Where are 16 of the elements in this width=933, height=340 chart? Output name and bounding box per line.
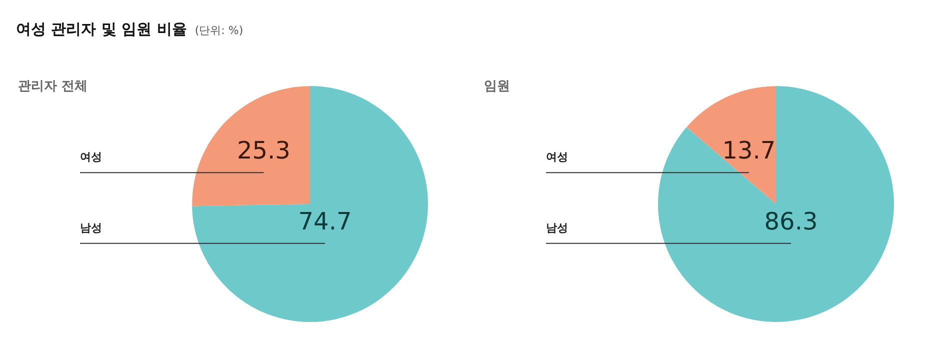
pie-slice <box>686 86 776 204</box>
pie-slice <box>658 86 894 322</box>
slice-label: 여성 <box>546 150 568 164</box>
chart-subtitle: (단위: %) <box>194 24 244 37</box>
pie-slice <box>192 86 428 322</box>
pie-slice <box>192 86 310 206</box>
data-label: 74.7 <box>298 207 352 236</box>
slice-label: 남성 <box>546 221 568 234</box>
data-label: 25.3 <box>237 136 290 165</box>
slice-label: 여성 <box>80 150 102 164</box>
slice-label: 남성 <box>80 221 102 234</box>
text: 관리자 전체 <box>18 79 88 94</box>
chart-title: 여성 관리자 및 임원 비율 <box>16 20 187 38</box>
data-label: 13.7 <box>722 136 776 165</box>
chart-title: 임원 <box>484 79 510 94</box>
data-label: 86.3 <box>764 207 818 236</box>
